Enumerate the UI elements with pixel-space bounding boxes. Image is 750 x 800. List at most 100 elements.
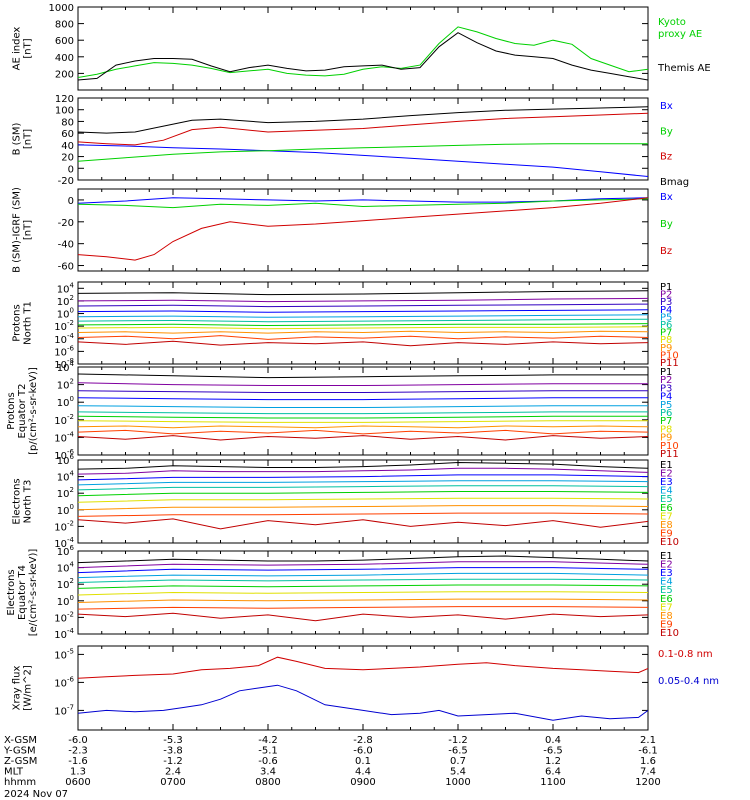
ephemeris-value: -1.6 [68,756,88,767]
legend-entry-e2: E2 [660,469,673,480]
y-tick-label: 60 [61,129,74,140]
legend-entry-kyoto-proxy-ae: proxy AE [658,29,702,40]
ephemeris-value: 0600 [65,777,90,788]
y-axis-title: Protons [12,304,23,341]
ephemeris-value: -6.1 [638,746,658,757]
ephemeris-row-label: Z-GSM [4,756,37,767]
series-line-p9 [78,330,648,334]
panel-frame [77,645,649,731]
y-tick-label: -20 [58,218,74,229]
ephemeris-value: 1200 [635,777,660,788]
y-axis-title: Xray flux [12,666,23,711]
ephemeris-value: 4.4 [355,767,371,778]
legend-entry-p2: P2 [660,290,672,301]
y-tick-label: 102 [57,577,74,591]
series-line-p6 [78,411,648,415]
y-tick-label: 104 [57,360,75,374]
y-tick-label: 100 [55,106,74,117]
y-tick-label: 104 [57,281,75,295]
ephemeris-value: -1.2 [448,735,468,746]
y-tick-label: 20 [61,153,74,164]
ephemeris-row-label: hhmm [4,777,36,788]
y-axis-title: [W/m^2] [23,665,34,711]
y-tick-label: 104 [57,561,75,575]
y-tick-label: 0 [68,164,74,175]
legend-entry-bmag: Bmag [660,177,689,188]
series-line-p4 [78,397,648,401]
series-line-by [78,198,648,209]
y-tick-label: -60 [58,262,74,273]
legend-entry-bz: Bz [660,152,672,163]
y-tick-label: 106 [57,544,75,558]
series-line-themis-ae [78,32,648,81]
y-tick-label: 10-6 [54,675,74,689]
y-tick-label: 10-8 [54,357,74,371]
legend-entry-e5: E5 [660,494,673,505]
series-line-p7 [78,415,648,419]
y-tick-label: 10-6 [54,448,74,462]
legend-entry-e5: E5 [660,585,673,596]
ephemeris-value: -6.0 [353,746,373,757]
y-tick-label: 80 [61,117,74,128]
y-tick-label: 100 [57,594,74,608]
legend-entry-p9: P9 [660,343,672,354]
series-line-p11 [78,435,648,441]
legend-entry-p10: P10 [660,350,679,361]
y-axis-title: [nT] [23,38,34,58]
y-axis-title: Electrons [12,478,23,524]
ephemeris-value: -2.3 [68,746,88,757]
ephemeris-value: -4.2 [258,735,278,746]
y-tick-label: 106 [57,453,75,467]
legend-entry-e9: E9 [660,528,673,539]
legend-entry-p9: P9 [660,433,672,444]
ephemeris-row-label: Y-GSM [3,746,36,757]
series-line-p8 [78,326,648,330]
legend-entry-e3: E3 [660,568,673,579]
legend-entry-p3: P3 [660,297,672,308]
legend-entry-p5: P5 [660,400,672,411]
ephemeris-row-label: MLT [4,767,24,778]
legend-entry-p11: P11 [660,358,679,369]
legend-entry-e4: E4 [660,486,673,497]
y-tick-label: -20 [58,176,74,187]
y-axis-title: Equator T2 [17,384,28,439]
legend-entry-p4: P4 [660,392,672,403]
y-tick-label: 10-2 [54,319,74,333]
ephemeris-value: 0.1 [355,756,371,767]
y-tick-label: 10-4 [54,536,74,550]
ephemeris-value: 0700 [160,777,185,788]
legend-entry-e9: E9 [660,619,673,630]
legend-entry-e2: E2 [660,560,673,571]
series-line-e7 [78,591,648,596]
ephemeris-value: -1.2 [163,756,183,767]
y-axis-title: North T1 [23,301,34,345]
legend-entry-p7: P7 [660,328,672,339]
legend-entry-p3: P3 [660,383,672,394]
y-tick-label: 120 [55,94,74,105]
series-line-0-1-0-8-nm [78,656,648,679]
legend-entry-p10: P10 [660,441,679,452]
ephemeris-value: 1.3 [70,767,86,778]
ephemeris-value: 1.2 [545,756,561,767]
date-label: 2024 Nov 07 [4,789,68,800]
legend-entry-p8: P8 [660,424,672,435]
ephemeris-value: 1100 [540,777,565,788]
y-axis-title: [nT] [23,220,34,240]
ephemeris-value: 0.7 [450,756,466,767]
series-line-e7 [78,497,648,503]
legend-entry-e1: E1 [660,460,673,471]
y-axis-title: North T3 [23,480,34,524]
legend-entry-kyoto-proxy-ae: Kyoto [658,17,686,28]
panel-5: 104 102 100 10-2 10-4 10-6 Protons Equator T2 [p… [6,360,679,462]
ephemeris-value: 0.4 [545,735,561,746]
ephemeris-value: -6.0 [68,735,88,746]
legend-entry-p11: P11 [660,449,679,460]
panel-frame [77,366,649,456]
y-tick-label: 800 [55,20,74,31]
legend-entry-bz: Bz [660,246,672,257]
y-tick-label: 10-2 [54,610,74,624]
y-tick-label: 104 [57,470,75,484]
ephemeris-value: 0800 [255,777,280,788]
